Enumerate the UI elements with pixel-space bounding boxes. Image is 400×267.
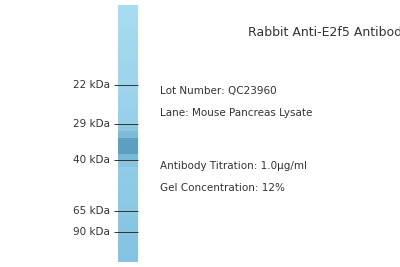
Bar: [118, 178, 138, 182]
Bar: [118, 95, 138, 98]
Bar: [118, 15, 138, 18]
Bar: [118, 252, 138, 255]
Bar: [118, 76, 138, 79]
Bar: [118, 41, 138, 44]
Bar: [118, 57, 138, 60]
Bar: [118, 127, 138, 130]
Bar: [118, 150, 138, 153]
Text: 40 kDa: 40 kDa: [73, 155, 110, 165]
Bar: [118, 143, 138, 146]
Bar: [118, 111, 138, 114]
Bar: [118, 175, 138, 178]
Bar: [118, 108, 138, 111]
Bar: [118, 21, 138, 25]
Bar: [118, 73, 138, 76]
Bar: [118, 207, 138, 210]
Bar: [118, 242, 138, 246]
Bar: [118, 130, 138, 134]
Text: Rabbit Anti-E2f5 Antibody: Rabbit Anti-E2f5 Antibody: [248, 26, 400, 38]
Bar: [118, 191, 138, 194]
Bar: [118, 220, 138, 223]
Bar: [118, 85, 138, 89]
Bar: [118, 198, 138, 201]
Bar: [118, 50, 138, 53]
Bar: [118, 137, 138, 140]
Bar: [118, 47, 138, 50]
Bar: [118, 25, 138, 28]
Bar: [118, 210, 138, 214]
Bar: [118, 5, 138, 9]
Bar: [118, 53, 138, 57]
Bar: [118, 162, 138, 166]
Bar: [118, 138, 138, 154]
Bar: [118, 230, 138, 233]
Bar: [118, 146, 138, 150]
Bar: [118, 159, 138, 162]
Bar: [118, 98, 138, 101]
Bar: [118, 140, 138, 143]
Bar: [118, 188, 138, 191]
Bar: [118, 69, 138, 73]
Bar: [118, 223, 138, 226]
Bar: [118, 121, 138, 124]
Bar: [118, 204, 138, 207]
Bar: [118, 60, 138, 63]
Text: Antibody Titration: 1.0µg/ml: Antibody Titration: 1.0µg/ml: [160, 160, 307, 171]
Bar: [118, 233, 138, 236]
Bar: [118, 236, 138, 239]
Bar: [118, 172, 138, 175]
Bar: [118, 255, 138, 258]
Bar: [118, 153, 138, 156]
Bar: [118, 246, 138, 249]
Text: 65 kDa: 65 kDa: [73, 206, 110, 216]
Bar: [118, 214, 138, 217]
Bar: [118, 63, 138, 66]
Bar: [118, 82, 138, 85]
Bar: [118, 124, 138, 167]
Bar: [118, 124, 138, 127]
Bar: [118, 101, 138, 105]
Bar: [118, 194, 138, 198]
Bar: [118, 169, 138, 172]
Text: 29 kDa: 29 kDa: [73, 119, 110, 129]
Bar: [118, 105, 138, 108]
Bar: [118, 44, 138, 47]
Bar: [118, 117, 138, 121]
Bar: [118, 156, 138, 159]
Bar: [118, 114, 138, 117]
Bar: [118, 9, 138, 12]
Bar: [118, 226, 138, 230]
Bar: [118, 131, 138, 160]
Bar: [118, 239, 138, 242]
Text: Lane: Mouse Pancreas Lysate: Lane: Mouse Pancreas Lysate: [160, 108, 312, 119]
Text: Gel Concentration: 12%: Gel Concentration: 12%: [160, 183, 285, 193]
Bar: [118, 201, 138, 204]
Bar: [118, 249, 138, 252]
Bar: [118, 217, 138, 220]
Bar: [118, 258, 138, 262]
Bar: [118, 166, 138, 169]
Text: 22 kDa: 22 kDa: [73, 80, 110, 91]
Bar: [118, 89, 138, 92]
Text: 90 kDa: 90 kDa: [73, 227, 110, 237]
Bar: [118, 79, 138, 82]
Bar: [118, 66, 138, 69]
Bar: [118, 28, 138, 31]
Bar: [118, 92, 138, 95]
Bar: [118, 134, 138, 137]
Bar: [118, 18, 138, 21]
Bar: [118, 37, 138, 41]
Bar: [118, 31, 138, 34]
Bar: [118, 34, 138, 37]
Bar: [118, 185, 138, 188]
Bar: [118, 182, 138, 185]
Bar: [118, 12, 138, 15]
Text: Lot Number: QC23960: Lot Number: QC23960: [160, 86, 277, 96]
